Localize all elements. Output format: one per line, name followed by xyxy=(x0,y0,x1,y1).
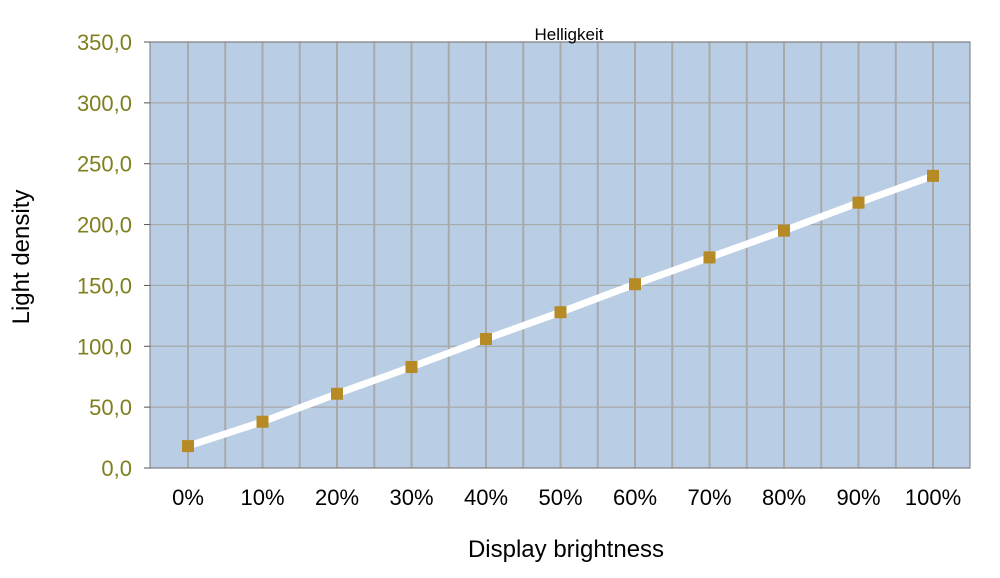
x-axis-ticks: 0% 10% 20% 30% 40% 50% 60% 70% 80% 90% 100% xyxy=(172,485,961,510)
y-tick-label: 150,0 xyxy=(77,273,132,298)
y-tick-label: 50,0 xyxy=(89,395,132,420)
chart-title: Helligkeit xyxy=(535,25,604,44)
data-point xyxy=(405,360,418,373)
x-tick-label: 100% xyxy=(905,485,961,510)
data-markers xyxy=(182,169,939,453)
data-point xyxy=(629,278,641,291)
x-tick-label: 40% xyxy=(464,485,508,510)
data-point xyxy=(703,251,716,264)
data-point xyxy=(852,196,865,209)
y-axis-ticks: 0,0 50,0 100,0 150,0 200,0 250,0 300,0 350,0 xyxy=(77,30,150,481)
x-tick-label: 60% xyxy=(613,485,657,510)
y-tick-label: 0,0 xyxy=(101,456,132,481)
data-point xyxy=(480,332,492,345)
x-tick-label: 80% xyxy=(762,485,806,510)
y-tick-label: 100,0 xyxy=(77,334,132,359)
y-axis-label: Light density xyxy=(8,190,35,325)
x-tick-label: 70% xyxy=(687,485,731,510)
plot-border xyxy=(149,41,971,469)
data-point xyxy=(256,415,269,428)
data-point xyxy=(554,306,567,319)
y-tick-label: 300,0 xyxy=(77,91,132,116)
data-point xyxy=(182,440,194,453)
y-tick-label: 350,0 xyxy=(77,30,132,55)
data-point xyxy=(778,224,790,237)
x-tick-label: 30% xyxy=(389,485,433,510)
data-point xyxy=(331,387,343,400)
x-tick-label: 0% xyxy=(172,485,204,510)
y-tick-label: 250,0 xyxy=(77,152,132,177)
x-tick-label: 90% xyxy=(836,485,880,510)
x-axis-label: Display brightness xyxy=(468,536,664,563)
y-tick-label: 200,0 xyxy=(77,213,132,238)
data-point xyxy=(927,169,939,182)
x-tick-label: 50% xyxy=(538,485,582,510)
x-tick-label: 20% xyxy=(315,485,359,510)
x-tick-label: 10% xyxy=(240,485,284,510)
